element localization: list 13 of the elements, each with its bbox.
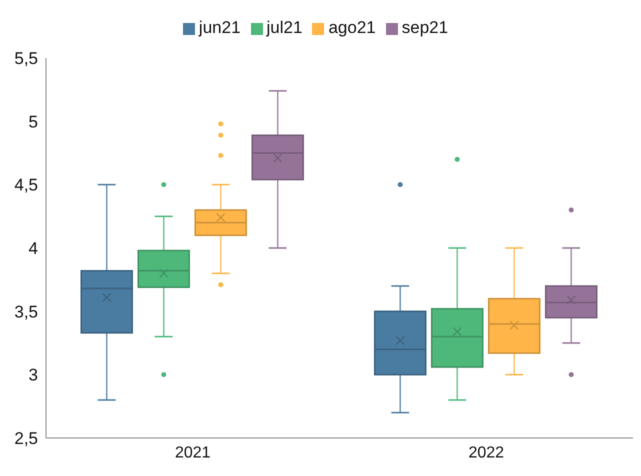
y-tick-label: 3,5 xyxy=(14,302,38,322)
y-tick-label: 2,5 xyxy=(14,429,38,448)
legend-label: sep21 xyxy=(402,18,448,37)
y-tick-label: 5,5 xyxy=(14,49,38,68)
y-tick-label: 4 xyxy=(28,239,38,258)
legend-label: jun21 xyxy=(198,18,241,37)
y-tick-label: 3 xyxy=(28,366,38,385)
x-tick-label: 2021 xyxy=(174,444,211,462)
x-tick-label: 2022 xyxy=(468,444,504,462)
legend-label: jul21 xyxy=(266,18,302,37)
y-tick-label: 4,5 xyxy=(14,176,38,195)
y-tick-label: 5 xyxy=(28,112,38,132)
legend-label: ago21 xyxy=(328,18,376,37)
